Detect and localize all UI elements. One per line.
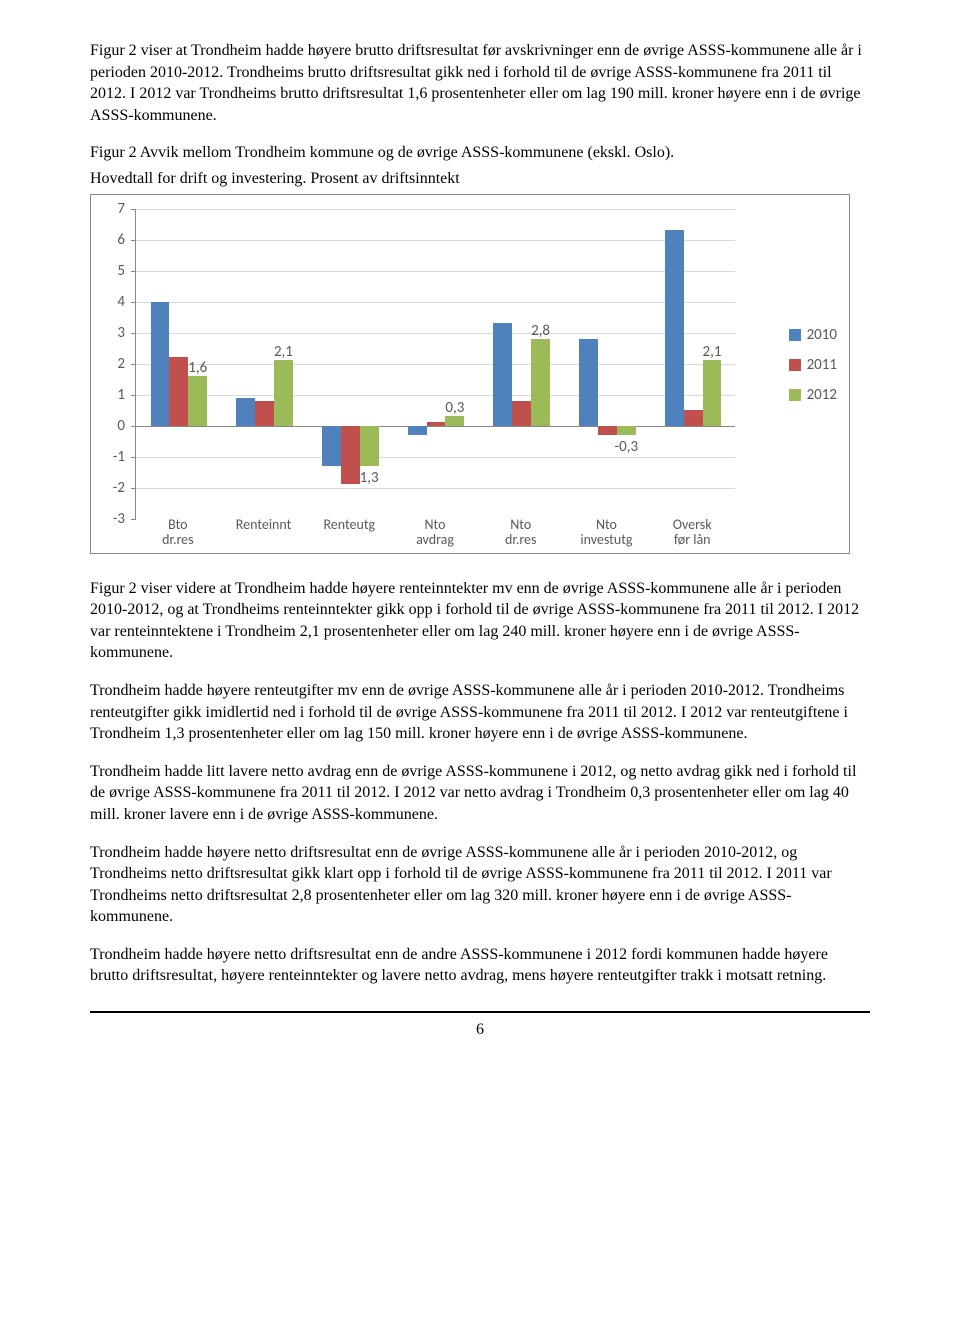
x-category-label: Ntoinvestutg <box>564 517 650 549</box>
legend-label: 2010 <box>807 325 837 345</box>
figure-caption-line1: Figur 2 Avvik mellom Trondheim kommune o… <box>90 142 870 164</box>
bar <box>151 302 170 426</box>
y-tick-label: 1 <box>117 384 125 404</box>
paragraph-6: Trondheim hadde høyere netto driftsresul… <box>90 944 870 987</box>
figure-2-chart: 1,6 2,1 1,3 0,3 2,8 -0,3 2,1 -3 -2 -1 0 1 2 3 4 5 6 7 20… <box>90 194 850 554</box>
y-tick-label: 4 <box>117 291 125 311</box>
x-category-label: Ntodr.res <box>478 517 564 549</box>
legend-item: 2010 <box>789 325 837 345</box>
bar <box>617 426 636 435</box>
bar <box>322 426 341 466</box>
y-tick-label: -1 <box>113 446 125 466</box>
paragraph-2: Figur 2 viser videre at Trondheim hadde … <box>90 578 870 664</box>
paragraph-4: Trondheim hadde litt lavere netto avdrag… <box>90 761 870 826</box>
bar-data-label: 1,6 <box>188 358 207 378</box>
legend-swatch-icon <box>789 359 801 371</box>
figure-caption-line2: Hovedtall for drift og investering. Pros… <box>90 168 870 190</box>
bar <box>427 422 446 425</box>
chart-legend: 2010 2011 2012 <box>789 325 837 416</box>
bar <box>598 426 617 435</box>
bar <box>493 323 512 425</box>
bar <box>341 426 360 485</box>
y-tick-label: 7 <box>117 198 125 218</box>
y-tick-label: 5 <box>117 260 125 280</box>
bar <box>684 410 703 426</box>
bar <box>236 398 255 426</box>
bar-data-label: 2,1 <box>703 342 722 362</box>
legend-swatch-icon <box>789 389 801 401</box>
footer-rule <box>90 1011 870 1013</box>
x-category-label: Overskfør lån <box>649 517 735 549</box>
legend-label: 2012 <box>807 385 837 405</box>
legend-item: 2012 <box>789 385 837 405</box>
bar <box>665 230 684 425</box>
bar <box>360 426 379 466</box>
x-category-label: Renteutg <box>306 517 392 549</box>
bar <box>703 360 722 425</box>
y-tick-label: 2 <box>117 353 125 373</box>
y-tick-label: 6 <box>117 229 125 249</box>
page-number: 6 <box>90 1019 870 1041</box>
legend-item: 2011 <box>789 355 837 375</box>
bar <box>274 360 293 425</box>
bar-data-label: 0,3 <box>445 398 464 418</box>
legend-label: 2011 <box>807 355 837 375</box>
paragraph-3: Trondheim hadde høyere renteutgifter mv … <box>90 680 870 745</box>
bar-data-label: -0,3 <box>615 437 639 457</box>
bar <box>408 426 427 435</box>
bar <box>188 376 207 426</box>
y-tick-label: 3 <box>117 322 125 342</box>
chart-x-axis-labels: Btodr.resRenteinntRenteutgNtoavdragNtodr… <box>135 517 735 549</box>
bar <box>579 339 598 426</box>
x-category-label: Btodr.res <box>135 517 221 549</box>
chart-plot-area: 1,6 2,1 1,3 0,3 2,8 -0,3 2,1 <box>135 209 735 519</box>
bar <box>531 339 550 426</box>
bar <box>255 401 274 426</box>
bar-data-label: 2,8 <box>531 321 550 341</box>
y-tick-label: -2 <box>113 477 125 497</box>
bar <box>512 401 531 426</box>
y-tick-label: -3 <box>113 508 125 528</box>
x-category-label: Ntoavdrag <box>392 517 478 549</box>
bar-data-label: 1,3 <box>360 468 379 488</box>
chart-y-axis-labels: -3 -2 -1 0 1 2 3 4 5 6 7 <box>91 195 131 553</box>
x-category-label: Renteinnt <box>221 517 307 549</box>
paragraph-intro: Figur 2 viser at Trondheim hadde høyere … <box>90 40 870 126</box>
bar-data-label: 2,1 <box>274 342 293 362</box>
y-tick-label: 0 <box>117 415 125 435</box>
paragraph-5: Trondheim hadde høyere netto driftsresul… <box>90 842 870 928</box>
bar <box>169 357 188 425</box>
legend-swatch-icon <box>789 329 801 341</box>
